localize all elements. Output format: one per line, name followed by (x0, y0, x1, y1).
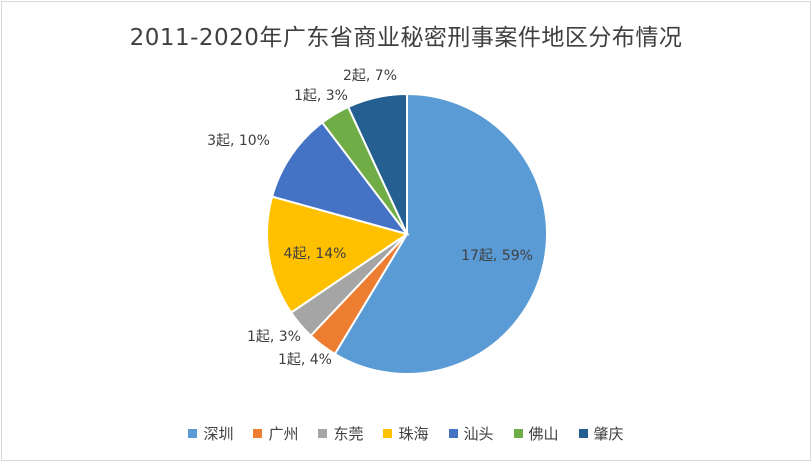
data-label-4: 3起, 10% (207, 133, 270, 149)
legend-item-5: 佛山 (513, 423, 559, 444)
legend-item-3: 珠海 (383, 423, 429, 444)
legend-label: 汕头 (463, 425, 494, 443)
legend-item-1: 广州 (253, 423, 298, 444)
chart-title: 2011-2020年广东省商业秘密刑事案件地区分布情况 (129, 25, 683, 51)
pie-slice-6 (346, 92, 408, 235)
chart-legend: 深圳 广州 东莞 珠海 汕头 佛山 肇庆 (2, 423, 810, 444)
legend-swatch (253, 429, 263, 438)
legend-item-4: 汕头 (448, 423, 494, 444)
legend-swatch (318, 429, 328, 438)
legend-swatch (513, 429, 523, 438)
legend-item-6: 肇庆 (578, 423, 624, 444)
data-label-2: 1起, 3% (247, 329, 301, 345)
legend-label: 东莞 (333, 425, 364, 443)
data-label-0: 17起, 59% (461, 248, 533, 264)
legend-item-2: 东莞 (318, 423, 363, 444)
legend-item-0: 深圳 (188, 423, 233, 444)
data-label-1: 1起, 4% (278, 352, 332, 368)
data-label-3: 4起, 14% (284, 246, 347, 262)
legend-label: 肇庆 (593, 425, 624, 443)
legend-label: 深圳 (203, 425, 234, 443)
legend-label: 广州 (268, 425, 299, 443)
legend-swatch (448, 429, 458, 438)
legend-swatch (578, 429, 588, 438)
legend-label: 佛山 (528, 425, 559, 443)
pie-slice-3 (266, 195, 410, 314)
legend-swatch (188, 429, 198, 438)
legend-label: 珠海 (398, 425, 429, 443)
pie-slice-4 (270, 121, 410, 236)
pie-slice-0 (333, 92, 548, 375)
legend-swatch (383, 429, 393, 438)
data-label-5: 1起, 3% (294, 88, 348, 104)
data-label-6: 2起, 7% (343, 68, 397, 84)
